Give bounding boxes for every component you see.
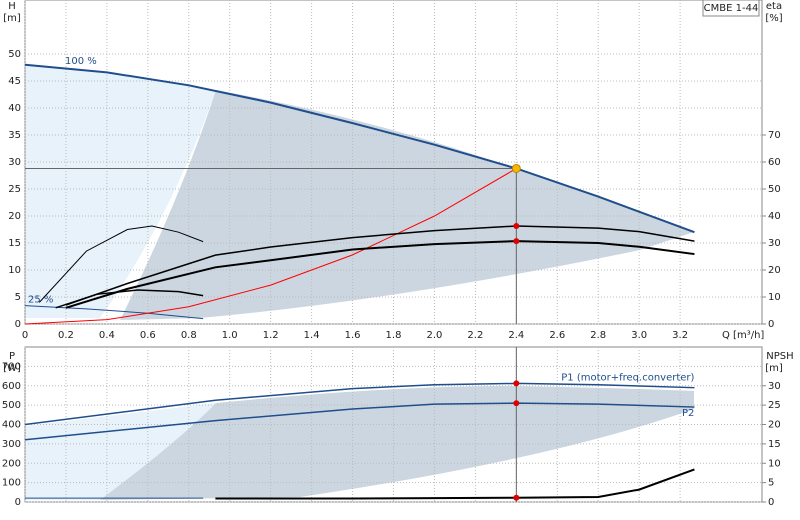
duty-marker (513, 400, 520, 407)
y-tick-label: 50 (8, 49, 21, 60)
y2-tick-label: 40 (768, 211, 781, 222)
y-tick-label: 700 (2, 361, 21, 372)
chart-title: CMBE 1-44 (704, 3, 759, 14)
y2-tick-label: 10 (768, 292, 781, 303)
y2-axis-label: eta (766, 1, 782, 12)
y2-tick-label: 50 (768, 184, 781, 195)
y-tick-label: 35 (8, 130, 21, 141)
operating-region (120, 90, 694, 320)
duty-point (511, 163, 521, 173)
y-tick-label: 20 (8, 211, 21, 222)
y-tick-label: 40 (8, 103, 21, 114)
y2-axis-unit: [%] (765, 13, 782, 24)
curve-label: P2 (682, 408, 694, 419)
y2-tick-label: 20 (768, 265, 781, 276)
y2-tick-label: 10 (768, 458, 781, 469)
y-axis-label: P (9, 351, 15, 362)
light-region (25, 403, 216, 500)
y2-tick-label: 5 (768, 478, 774, 489)
y-axis-label: H (8, 1, 16, 12)
curve (24, 402, 695, 441)
title-box (702, 0, 760, 17)
y2-axis-unit: [m] (765, 363, 783, 374)
y-tick-label: 0 (15, 319, 21, 330)
light-region (25, 64, 216, 318)
curve (24, 168, 517, 325)
y-tick-label: 15 (8, 238, 21, 249)
y2-tick-label: 15 (768, 439, 781, 450)
y-tick-label: 25 (8, 184, 21, 195)
y2-axis-label: NPSH (766, 351, 793, 362)
curve (24, 382, 695, 426)
x-tick-label: 2.4 (508, 330, 524, 341)
duty-marker (513, 380, 520, 387)
x-tick-label: 3.2 (672, 330, 688, 341)
x-tick-label: 0.4 (99, 330, 115, 341)
curve (55, 289, 204, 309)
operating-region (100, 385, 694, 500)
x-axis-label: Q [m³/h] (722, 330, 764, 341)
x-tick-label: 1.8 (386, 330, 402, 341)
y-tick-label: 500 (2, 400, 21, 411)
y-tick-label: 30 (8, 157, 21, 168)
y-tick-label: 45 (8, 76, 21, 87)
curve-label: 25 % (28, 295, 53, 306)
x-tick-label: 0.8 (181, 330, 197, 341)
y2-tick-label: 0 (768, 497, 774, 508)
y2-tick-label: 30 (768, 238, 781, 249)
y-tick-label: 200 (2, 458, 21, 469)
duty-marker (513, 222, 520, 229)
x-tick-label: 2.8 (590, 330, 606, 341)
y-tick-label: 100 (2, 478, 21, 489)
x-tick-label: 1.4 (304, 330, 320, 341)
y-tick-label: 0 (15, 497, 21, 508)
x-tick-label: 1.2 (263, 330, 279, 341)
y-tick-label: 300 (2, 439, 21, 450)
duty-marker (513, 494, 520, 501)
y2-tick-label: 60 (768, 157, 781, 168)
y-tick-label: 600 (2, 381, 21, 392)
y2-tick-label: 20 (768, 420, 781, 431)
curve (24, 63, 695, 234)
curve (65, 225, 695, 306)
curve-label: P1 (motor+freq.converter) (561, 373, 694, 384)
curve-label: 100 % (65, 56, 97, 67)
x-tick-label: 0 (22, 330, 28, 341)
y-axis-unit: [W] (3, 363, 21, 374)
x-tick-label: 2.2 (467, 330, 483, 341)
y2-tick-label: 70 (768, 130, 781, 141)
curve (65, 240, 695, 309)
y2-tick-label: 25 (768, 400, 781, 411)
y-tick-label: 400 (2, 420, 21, 431)
x-tick-label: 1.0 (222, 330, 238, 341)
x-tick-label: 1.6 (345, 330, 361, 341)
x-tick-label: 2.0 (426, 330, 442, 341)
x-tick-label: 2.6 (549, 330, 565, 341)
y2-tick-label: 30 (768, 381, 781, 392)
y2-tick-label: 0 (768, 319, 774, 330)
y-axis-unit: [m] (3, 13, 21, 24)
x-tick-label: 0.6 (140, 330, 156, 341)
x-tick-label: 0.2 (58, 330, 74, 341)
x-tick-label: 3.0 (631, 330, 647, 341)
y-tick-label: 10 (8, 265, 21, 276)
curve (38, 225, 204, 303)
duty-marker (513, 238, 520, 245)
y-tick-label: 5 (15, 292, 21, 303)
